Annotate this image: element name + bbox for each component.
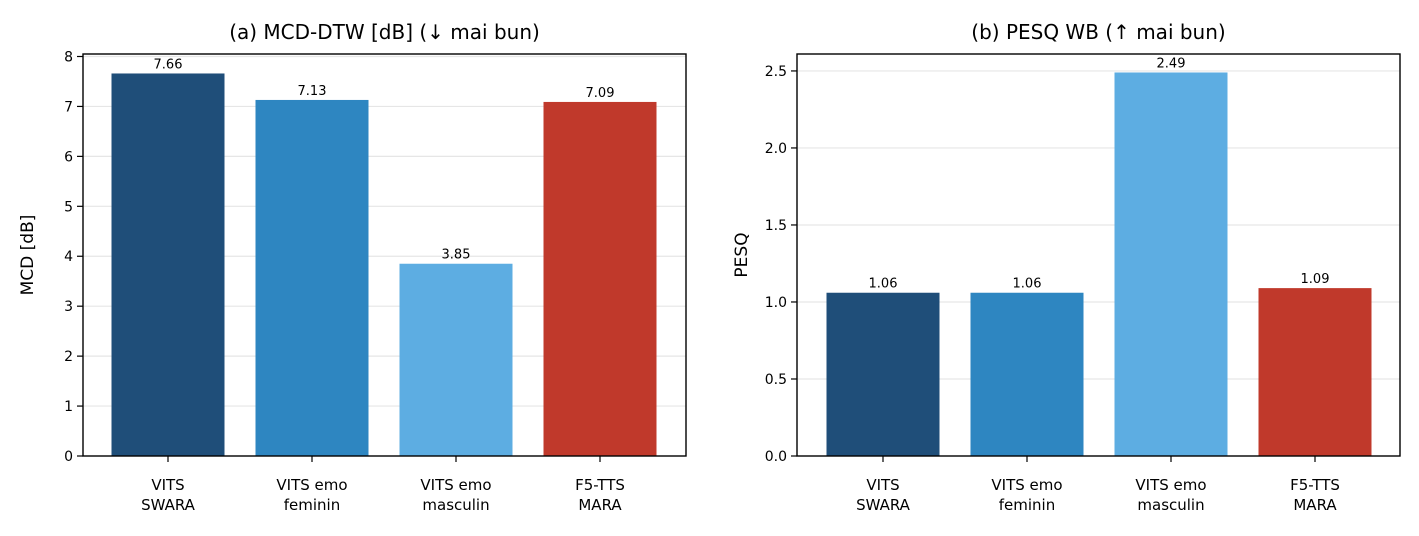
data-label: 7.09: [586, 86, 615, 101]
y-tick-label: 2.0: [765, 141, 787, 157]
y-tick-label: 2: [64, 349, 73, 365]
data-label: 7.13: [298, 84, 327, 99]
x-tick-label: SWARA: [141, 496, 196, 514]
x-tick-label: SWARA: [856, 496, 911, 514]
y-tick-label: 4: [64, 249, 73, 265]
data-label: 1.06: [869, 277, 898, 292]
y-tick-label: 0.0: [765, 449, 787, 465]
data-label: 1.09: [1301, 272, 1330, 287]
plot-frame: [796, 53, 1401, 457]
bar: [111, 73, 225, 457]
bar: [255, 99, 369, 456]
bar: [826, 292, 940, 456]
y-tick-label: 1.5: [765, 218, 787, 234]
x-tick-label: VITS emo: [1135, 476, 1206, 494]
y-tick-label: 1: [64, 399, 73, 415]
y-tick-label: 8: [64, 49, 73, 65]
x-tick-label: VITS emo: [420, 476, 491, 494]
bar: [1114, 72, 1228, 456]
y-axis-label: PESQ: [732, 232, 752, 277]
y-tick-label: 1.0: [765, 295, 787, 311]
y-tick-label: 2.5: [765, 64, 787, 80]
y-tick-label: 0.5: [765, 372, 787, 388]
x-tick-label: feminin: [284, 496, 340, 514]
bar: [543, 101, 657, 457]
y-tick-label: 6: [64, 149, 73, 165]
chart-title: (a) MCD-DTW [dB] (↓ mai bun): [229, 20, 540, 44]
data-label: 1.06: [1013, 277, 1042, 292]
x-tick-label: masculin: [422, 496, 489, 514]
x-tick-label: feminin: [999, 496, 1055, 514]
chart-panel-1: 7.66 7.13 3.85 7.09 0 1 2 3 4 5 6 7 8 VITS SWARA VITS e…: [18, 20, 687, 514]
y-tick-label: 7: [64, 99, 73, 115]
bar: [399, 263, 513, 456]
x-tick-label: masculin: [1137, 496, 1204, 514]
y-axis-label: MCD [dB]: [18, 215, 38, 296]
bar: [970, 292, 1084, 456]
x-tick-label: VITS emo: [276, 476, 347, 494]
data-label: 3.85: [442, 248, 471, 263]
bar: [1258, 288, 1372, 456]
x-tick-label: VITS: [866, 476, 899, 494]
x-tick-label: VITS: [151, 476, 184, 494]
x-tick-label: MARA: [1293, 496, 1337, 514]
x-tick-label: F5-TTS: [575, 476, 625, 494]
y-tick-label: 0: [64, 449, 73, 465]
plot-frame: [82, 53, 687, 457]
chart-panel-2: 1.06 1.06 2.49 1.09 0.0 0.5 1.0 1.5 2.0 2.5 VITS SW…: [732, 20, 1401, 514]
data-label: 7.66: [154, 57, 183, 72]
data-label: 2.49: [1157, 56, 1186, 71]
chart-title: (b) PESQ WB (↑ mai bun): [971, 20, 1225, 44]
x-tick-label: F5-TTS: [1290, 476, 1340, 494]
x-tick-label: MARA: [578, 496, 622, 514]
x-tick-label: VITS emo: [991, 476, 1062, 494]
y-tick-label: 3: [64, 299, 73, 315]
y-tick-label: 5: [64, 199, 73, 215]
